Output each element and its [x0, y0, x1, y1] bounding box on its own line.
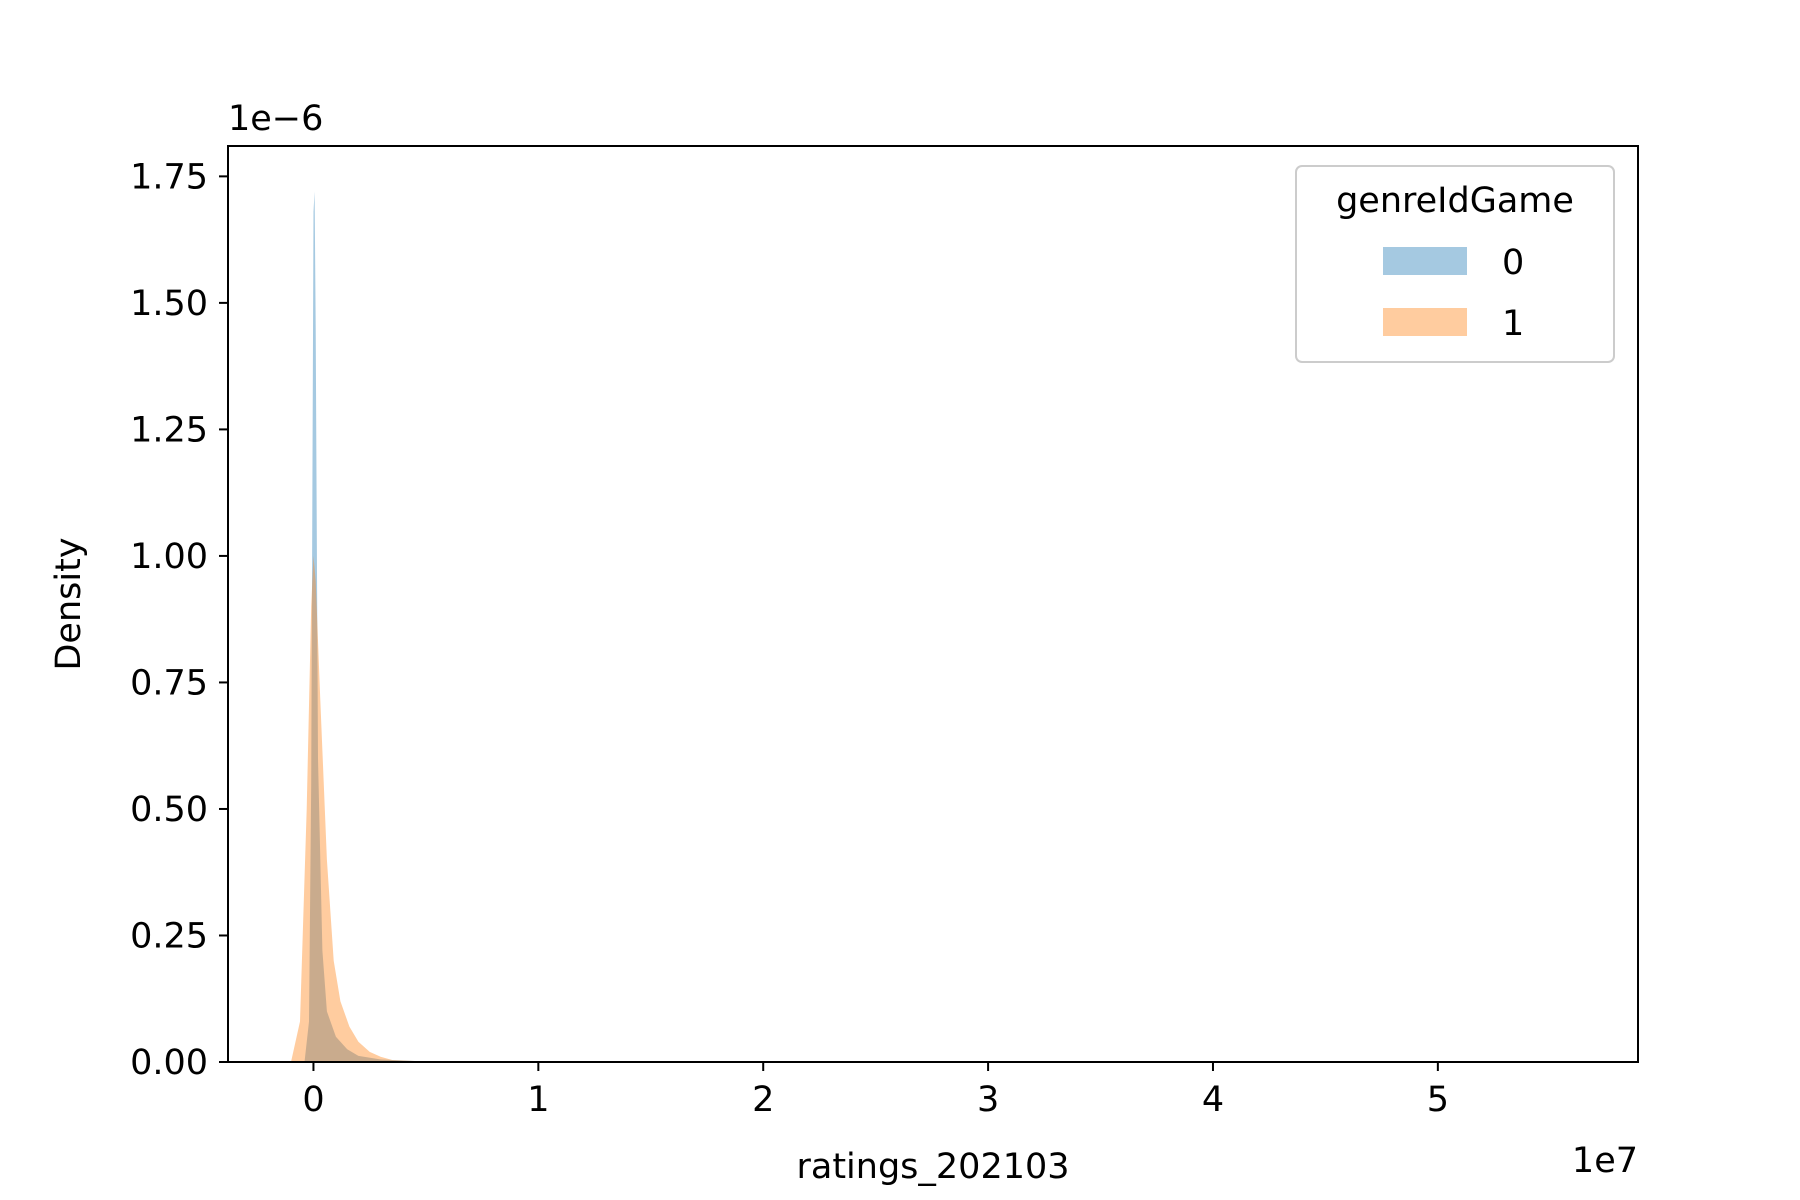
axes-frame: [227, 145, 1639, 1063]
x-tick-label: 5: [1427, 1080, 1449, 1120]
legend-swatch-1: [1383, 308, 1467, 336]
y-axis: 0.00 0.25 0.50 0.75 1.00 1.25 1.50 1.75: [130, 157, 228, 1083]
legend-box: [1295, 165, 1615, 363]
x-axis-label: ratings_202103: [796, 1147, 1069, 1187]
legend-label-1: 1: [1502, 304, 1524, 344]
y-offset-label: 1e−6: [228, 99, 323, 139]
x-tick-label: 1: [527, 1080, 549, 1120]
x-tick-label: 0: [302, 1080, 324, 1120]
legend: genreIdGame 0 1: [1295, 165, 1615, 363]
y-tick-label: 1.25: [130, 410, 208, 450]
legend-title: genreIdGame: [1336, 181, 1574, 221]
x-tick-label: 3: [977, 1080, 999, 1120]
y-tick-label: 1.50: [130, 284, 208, 324]
y-tick-label: 0.00: [130, 1043, 208, 1083]
x-offset-label: 1e7: [1572, 1141, 1638, 1181]
x-tick-label: 2: [752, 1080, 774, 1120]
legend-label-0: 0: [1502, 243, 1524, 283]
x-axis: 0 1 2 3 4 5: [302, 1062, 1449, 1120]
y-axis-label: Density: [49, 537, 89, 670]
legend-swatch-0: [1383, 247, 1467, 275]
y-tick-label: 0.25: [130, 916, 208, 956]
y-tick-label: 0.75: [130, 663, 208, 703]
x-tick-label: 4: [1202, 1080, 1224, 1120]
y-tick-label: 1.75: [130, 157, 208, 197]
y-tick-label: 1.00: [130, 537, 208, 577]
y-tick-label: 0.50: [130, 790, 208, 830]
